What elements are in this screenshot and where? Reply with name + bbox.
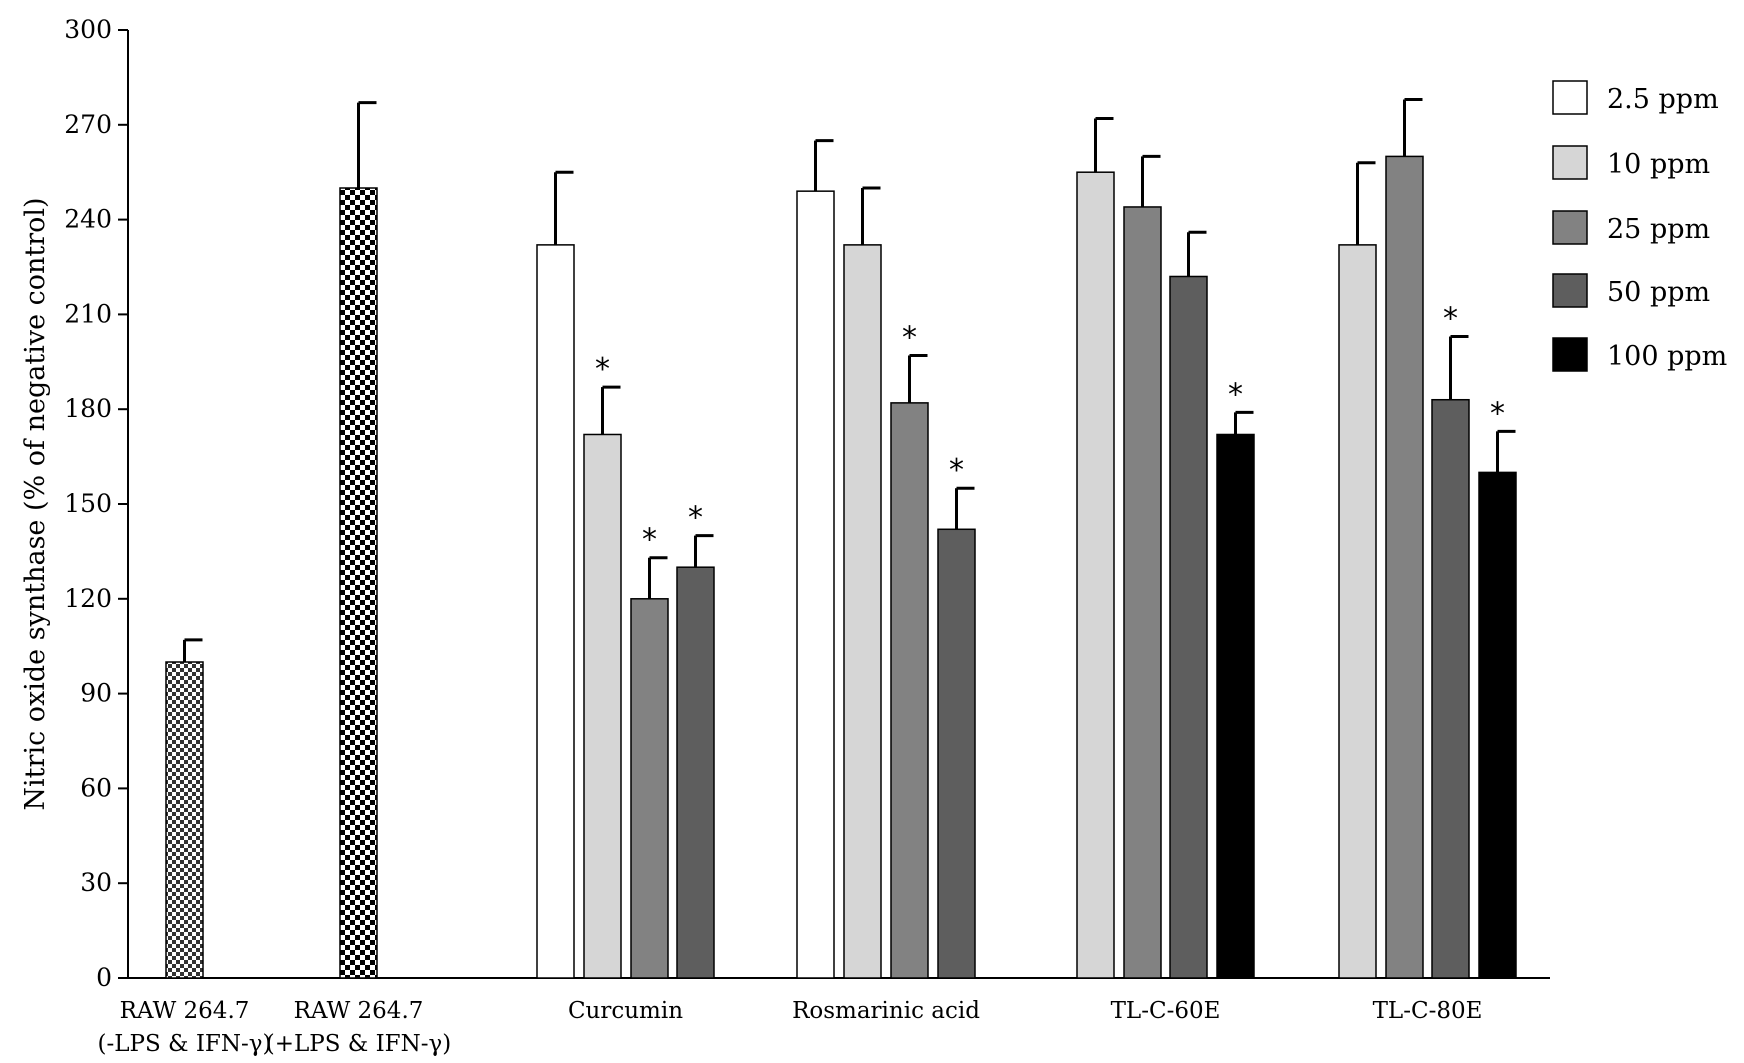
category-label: Curcumin <box>568 998 683 1024</box>
significance-mark: * <box>949 453 964 488</box>
bar <box>1431 398 1470 979</box>
significance-mark: * <box>902 320 917 355</box>
legend-label: 100 ppm <box>1607 341 1727 372</box>
bar <box>1076 171 1115 979</box>
bar <box>676 566 715 979</box>
bar <box>1216 433 1255 979</box>
legend-label: 50 ppm <box>1607 277 1710 308</box>
legend-label: 10 ppm <box>1607 149 1710 180</box>
bar <box>583 433 622 979</box>
y-tick-label: 120 <box>64 584 112 613</box>
legend-swatch <box>1552 80 1588 115</box>
y-tick-label: 0 <box>96 963 112 992</box>
significance-mark: * <box>1228 377 1243 412</box>
y-tick-label: 210 <box>64 299 112 328</box>
y-tick-label: 180 <box>64 394 112 423</box>
legend: 2.5 ppm 10 ppm 25 ppm 50 ppm 100 ppm <box>1552 80 1727 372</box>
bar <box>937 528 976 979</box>
category-label: RAW 264.7 (+LPS & IFN-γ) <box>266 998 452 1057</box>
category-label: RAW 264.7 (-LPS & IFN-γ) <box>97 998 271 1057</box>
y-tick-label: 300 <box>64 15 112 44</box>
legend-swatch <box>1552 337 1588 372</box>
legend-label: 25 ppm <box>1607 214 1710 245</box>
y-axis-title: Nitric oxide synthase (% of negative con… <box>20 197 51 810</box>
legend-swatch <box>1552 273 1588 308</box>
y-tick-label: 90 <box>80 679 112 708</box>
bar <box>630 598 669 979</box>
significance-mark: * <box>1443 302 1458 337</box>
legend-swatch <box>1552 145 1588 180</box>
y-tick-label: 30 <box>80 868 112 897</box>
bar <box>1123 206 1162 979</box>
bar <box>796 190 835 979</box>
bar <box>890 402 929 979</box>
legend-swatch <box>1552 210 1588 245</box>
bar <box>165 661 204 979</box>
y-tick-label: 240 <box>64 205 112 234</box>
significance-mark: * <box>1490 396 1505 431</box>
bar <box>339 187 378 979</box>
y-tick-label: 270 <box>64 110 112 139</box>
category-label: Rosmarinic acid <box>792 998 980 1024</box>
category-label: TL-C-80E <box>1373 998 1483 1024</box>
bar <box>1338 244 1377 979</box>
significance-mark: * <box>595 352 610 387</box>
y-tick-label: 60 <box>80 773 112 802</box>
bars: * * * * * * * * <box>165 98 1517 979</box>
significance-mark: * <box>642 523 657 558</box>
bar <box>536 244 575 979</box>
category-labels: RAW 264.7 (-LPS & IFN-γ)RAW 264.7 (+LPS & … <box>97 998 1482 1057</box>
y-tick-label: 150 <box>64 489 112 518</box>
legend-label: 2.5 ppm <box>1607 84 1719 115</box>
bar <box>1478 471 1517 979</box>
category-label: TL-C-60E <box>1111 998 1221 1024</box>
bar <box>1169 275 1208 979</box>
bar <box>1385 155 1424 979</box>
bar <box>843 244 882 979</box>
significance-mark: * <box>688 501 703 536</box>
